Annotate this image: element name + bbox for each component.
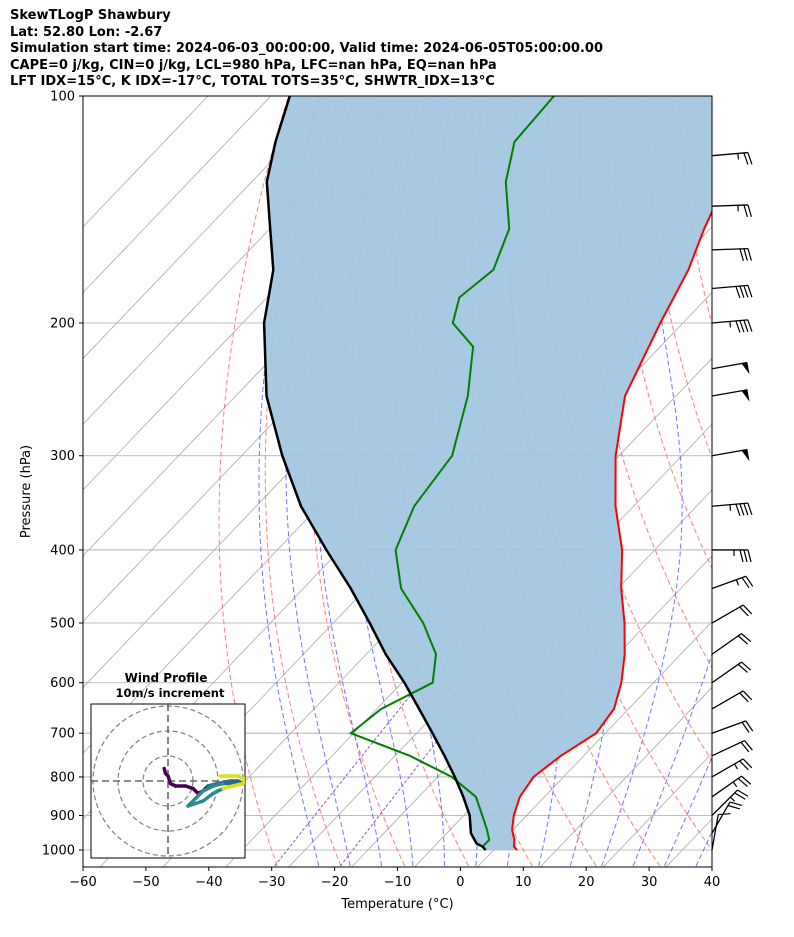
wind-barb	[711, 361, 750, 375]
dry-adiabat	[264, 96, 342, 867]
wind-barb	[712, 549, 752, 563]
x-tick-label: −50	[132, 875, 159, 890]
x-tick-label: 10	[515, 875, 532, 890]
hodograph-segment	[201, 791, 215, 803]
isotherm-line	[540, 686, 712, 867]
hodograph-title: Wind Profile	[125, 671, 208, 685]
mixing-ratio-line	[339, 682, 484, 867]
isotherm-line	[288, 423, 712, 867]
wind-barb	[711, 389, 750, 402]
isotherm-line	[83, 96, 209, 228]
isotherm-line	[83, 96, 335, 359]
x-tick-label: −10	[384, 875, 411, 890]
moist-adiabat	[258, 96, 320, 867]
wind-barb	[711, 739, 753, 757]
hodograph-segment	[193, 789, 205, 801]
wind-barb	[711, 661, 752, 684]
wind-barb	[711, 204, 752, 218]
time-line: Simulation start time: 2024-06-03_00:00:…	[10, 41, 603, 56]
y-tick-label: 700	[50, 727, 75, 742]
chart-header: SkewTLogP Shawbury Lat: 52.80 Lon: -2.67…	[10, 8, 603, 91]
x-tick-label: −40	[195, 875, 222, 890]
x-tick-label: 20	[578, 875, 595, 890]
wind-barb	[711, 720, 754, 734]
parcel-line	[262, 96, 487, 851]
wind-barb	[711, 775, 752, 798]
hodograph-segment	[211, 786, 225, 796]
dry-adiabat	[218, 96, 289, 867]
wind-barb	[711, 604, 753, 624]
dewpoint-line	[348, 96, 555, 851]
wind-barb	[711, 448, 750, 462]
dry-adiabat	[777, 96, 794, 866]
wind-barb	[711, 319, 753, 333]
y-tick-label: 900	[50, 809, 75, 824]
hodograph-segment	[236, 774, 245, 782]
index-line: LFT IDX=15°C, K IDX=-17°C, TOTAL TOTS=35…	[10, 74, 495, 89]
mixing-ratio-line	[274, 682, 421, 867]
wind-barb	[711, 690, 753, 710]
y-tick-label: 600	[50, 676, 75, 691]
y-tick-label: 100	[50, 90, 75, 105]
x-tick-label: 0	[456, 875, 464, 890]
hodograph-segment	[241, 780, 245, 786]
wind-barb	[711, 284, 753, 299]
cin-area	[264, 96, 712, 850]
wind-barb	[711, 633, 752, 655]
x-axis-label: Temperature (°C)	[340, 897, 453, 912]
chart-title: SkewTLogP Shawbury	[10, 8, 171, 23]
wind-barb	[711, 758, 753, 778]
y-tick-label: 500	[50, 617, 75, 632]
location-line: Lat: 52.80 Lon: -2.67	[10, 24, 163, 40]
moist-adiabat	[632, 652, 712, 867]
dry-adiabat	[351, 96, 469, 867]
isotherm-line	[729, 96, 794, 867]
x-tick-label: 40	[704, 875, 721, 890]
x-tick-label: −60	[69, 875, 96, 890]
x-tick-label: 30	[641, 875, 658, 890]
isotherm-line	[477, 620, 712, 867]
y-tick-label: 800	[50, 770, 75, 785]
hodograph-segment	[186, 799, 205, 808]
x-tick-label: −30	[258, 875, 285, 890]
isotherm-line	[83, 96, 272, 294]
plot-area	[83, 96, 794, 867]
moist-adiabat	[601, 96, 683, 867]
wind-barb	[711, 789, 749, 816]
hodograph-subtitle: 10m/s increment	[116, 686, 225, 700]
temperature-line	[511, 209, 712, 851]
moist-adiabat	[664, 756, 712, 867]
y-axis-label: Pressure (hPa)	[19, 445, 34, 538]
wind-barb	[711, 248, 752, 261]
wind-barb	[711, 575, 754, 590]
dry-adiabat	[646, 96, 712, 459]
cape-line: CAPE=0 j/kg, CIN=0 j/kg, LCL=980 hPa, LF…	[10, 57, 497, 73]
x-tick-label: −20	[321, 875, 348, 890]
y-tick-label: 400	[50, 543, 75, 558]
wind-barb	[711, 801, 743, 834]
y-tick-label: 300	[50, 449, 75, 464]
wind-barb	[711, 151, 753, 165]
wind-barb	[711, 502, 753, 517]
hodograph-segment	[201, 784, 215, 793]
y-tick-label: 1000	[42, 844, 75, 859]
wind-barb	[711, 813, 731, 851]
y-tick-label: 200	[50, 316, 75, 331]
